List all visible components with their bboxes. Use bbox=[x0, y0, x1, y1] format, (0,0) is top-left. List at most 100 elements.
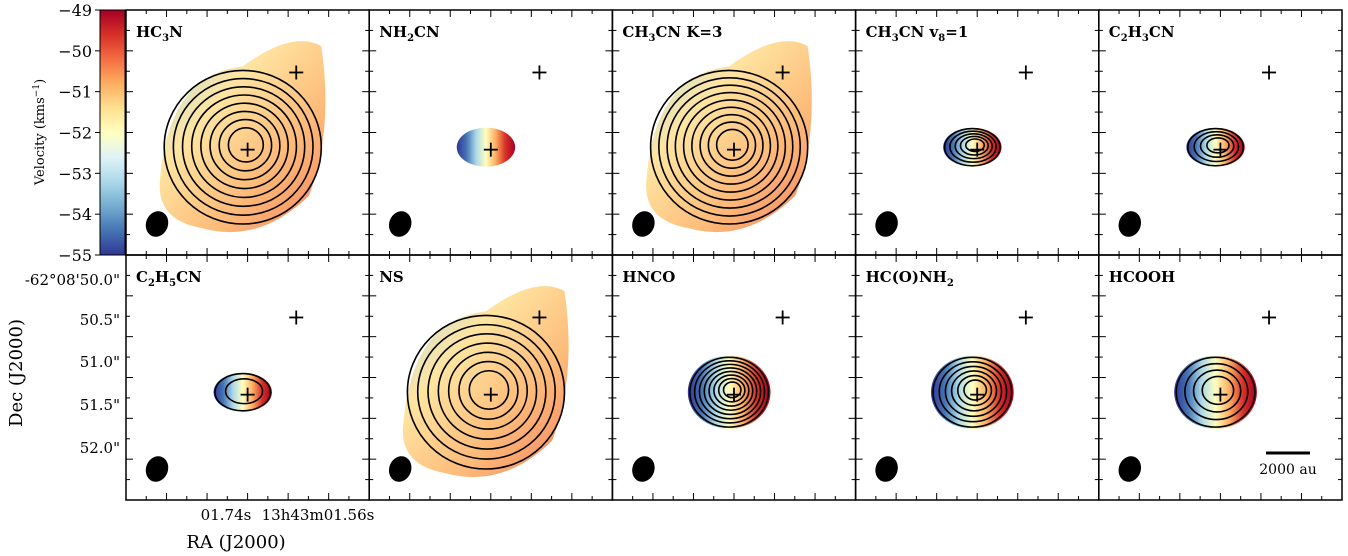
intensity-contour bbox=[214, 372, 272, 412]
source-marker bbox=[970, 142, 985, 157]
intensity-contour bbox=[1175, 356, 1256, 428]
beam-ellipse bbox=[388, 456, 412, 482]
intensity-contour bbox=[163, 69, 323, 225]
beam-ellipse bbox=[632, 211, 655, 237]
source-marker bbox=[1213, 142, 1228, 157]
intensity-contour bbox=[963, 379, 988, 401]
intensity-contour bbox=[458, 360, 519, 420]
beam-ellipse bbox=[145, 456, 169, 482]
panel-9: HC(O)NH2 bbox=[854, 254, 1100, 501]
source-marker bbox=[240, 387, 255, 402]
panel-ticks bbox=[369, 255, 613, 500]
source-marker bbox=[289, 65, 304, 80]
intensity-contour bbox=[693, 360, 766, 424]
beam-ellipse bbox=[875, 456, 898, 482]
source-marker bbox=[727, 142, 741, 157]
panel-4: CH3CN v8=1 bbox=[854, 9, 1100, 256]
intensity-contour bbox=[427, 333, 547, 450]
panel-title: C2H5CN bbox=[136, 268, 202, 289]
intensity-contour bbox=[964, 138, 986, 153]
source-marker bbox=[1018, 65, 1033, 80]
x-axis-label: RA (J2000) bbox=[186, 532, 285, 553]
intensity-contour bbox=[698, 363, 762, 420]
source-marker bbox=[775, 65, 790, 80]
y-axis-label: Dec (J2000) bbox=[6, 319, 27, 427]
source-marker bbox=[240, 142, 255, 157]
panel-title: HCOOH bbox=[1109, 268, 1175, 286]
beam-ellipse bbox=[875, 211, 898, 237]
beam-ellipse bbox=[632, 456, 655, 482]
scale-bar: 2000 au bbox=[1259, 451, 1317, 478]
panel-title: HNCO bbox=[622, 268, 675, 286]
intensity-contour bbox=[1184, 362, 1249, 421]
intensity-contour bbox=[708, 370, 754, 412]
x-tick-labels: 01.74s 13h43m01.56s bbox=[201, 506, 375, 524]
emission-region bbox=[646, 41, 812, 233]
source-marker bbox=[483, 387, 498, 402]
intensity-contour bbox=[689, 356, 770, 428]
intensity-contour bbox=[717, 377, 746, 403]
source-marker bbox=[483, 142, 498, 157]
axes-labels: -62°08'50.0" 50.5" 51.0" 51.5" 52.0" 01.74s 1… bbox=[6, 271, 374, 553]
intensity-contour bbox=[200, 102, 289, 190]
intensity-contour bbox=[190, 94, 298, 199]
intensity-contour bbox=[949, 130, 997, 164]
source-marker bbox=[1213, 387, 1228, 402]
colorbar: −49 −50 −51 −52 −53 −54 −55 Velocity (kms−1) bbox=[32, 1, 126, 265]
colorbar-tick-label: −52 bbox=[58, 124, 92, 143]
panel-ticks bbox=[1098, 255, 1342, 500]
intensity-contour bbox=[1193, 130, 1240, 163]
intensity-contour bbox=[1199, 134, 1235, 158]
intensity-contour bbox=[209, 110, 281, 181]
source-marker bbox=[1262, 65, 1277, 80]
intensity-contour bbox=[715, 128, 749, 161]
intensity-contour bbox=[666, 84, 794, 209]
emission-region bbox=[402, 286, 569, 478]
intensity-contour bbox=[959, 135, 989, 156]
panel-ticks bbox=[612, 255, 856, 500]
y-tick-label: 51.0" bbox=[80, 353, 120, 371]
intensity-contour bbox=[703, 367, 758, 416]
intensity-contour bbox=[722, 381, 742, 399]
panel-2: NH2CN bbox=[368, 9, 614, 256]
colorbar-tick-label: −55 bbox=[58, 246, 92, 265]
source-marker bbox=[775, 310, 790, 325]
colorbar-tick-label: −49 bbox=[58, 1, 92, 20]
intensity-contour bbox=[707, 121, 757, 169]
intensity-contour bbox=[218, 118, 273, 172]
panel-7: NS bbox=[368, 254, 614, 501]
intensity-contour bbox=[649, 69, 809, 225]
source-marker bbox=[532, 310, 547, 325]
panel-6: C2H5CN bbox=[125, 254, 370, 501]
colorbar-rect bbox=[99, 9, 126, 256]
panel-5: C2H3CN bbox=[1098, 9, 1343, 256]
source-marker bbox=[970, 387, 985, 402]
intensity-contour bbox=[691, 106, 772, 185]
intensity-contour bbox=[224, 377, 264, 405]
source-marker bbox=[1262, 310, 1277, 325]
source-marker bbox=[532, 65, 547, 80]
intensity-contour bbox=[1192, 369, 1242, 413]
panel-10: HCOOH bbox=[1098, 254, 1343, 501]
panel-title: NH2CN bbox=[379, 23, 440, 44]
scale-bar-label: 2000 au bbox=[1259, 462, 1316, 478]
panel-ticks bbox=[126, 255, 370, 500]
panel-title: HC3N bbox=[136, 23, 183, 44]
intensity-contour bbox=[938, 361, 1008, 423]
intensity-contour bbox=[227, 126, 265, 163]
panel-title: CH3CN K=3 bbox=[622, 23, 722, 44]
source-marker bbox=[1018, 310, 1033, 325]
intensity-contour bbox=[699, 113, 764, 177]
intensity-contour bbox=[468, 369, 510, 410]
colorbar-tick-label: −53 bbox=[58, 164, 92, 183]
intensity-contour bbox=[1206, 137, 1230, 154]
panel-grid: HC3N NH2CN CH3CN K=3 CH3CN v8=1 C2H3CN C2H5CN… bbox=[125, 9, 1343, 501]
emission-region bbox=[1174, 355, 1257, 429]
panel-title: HC(O)NH2 bbox=[866, 268, 954, 289]
colorbar-tick-label: −54 bbox=[58, 205, 92, 224]
panel-title: C2H3CN bbox=[1109, 23, 1175, 44]
intensity-contour bbox=[1201, 375, 1235, 406]
y-tick-label: 52.0" bbox=[80, 439, 120, 457]
colorbar-tick-label: −50 bbox=[58, 42, 92, 61]
panel-title: CH3CN v8=1 bbox=[866, 23, 969, 44]
